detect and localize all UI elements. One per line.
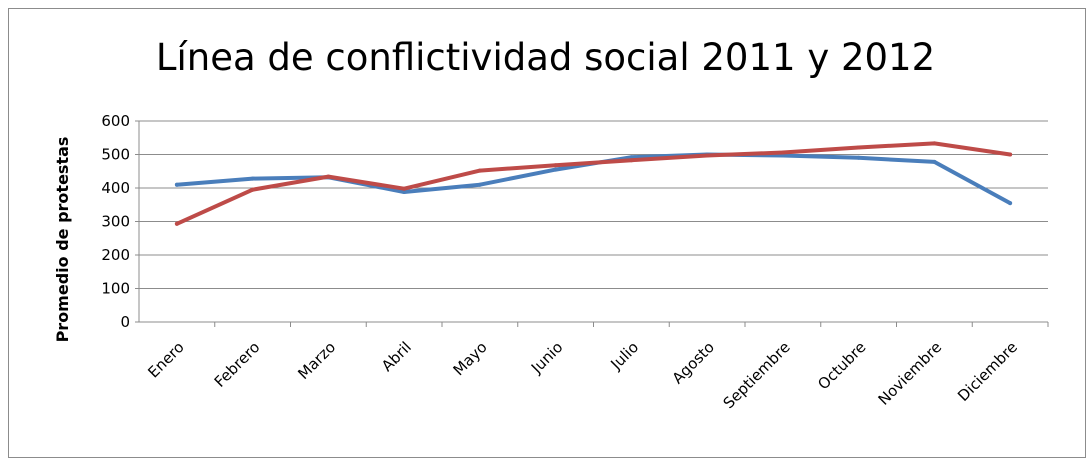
- x-tick-label: Febrero: [211, 338, 264, 391]
- x-tick-label: Marzo: [294, 338, 339, 383]
- series-1-point: [174, 182, 179, 187]
- y-axis-label: Promedio de protestas: [53, 137, 72, 343]
- series-1-point: [553, 167, 558, 172]
- x-tick-label: Octubre: [814, 338, 869, 393]
- series-2-point: [932, 141, 937, 146]
- y-tick-label: 100: [101, 280, 130, 298]
- x-tick-label: Agosto: [669, 338, 718, 387]
- y-tick-label: 200: [101, 246, 130, 264]
- chart-title: Línea de conflictividad social 2011 y 20…: [155, 36, 936, 79]
- y-tick-label: 600: [101, 112, 130, 130]
- x-tick-label: Junio: [527, 338, 566, 377]
- y-tick-label: 0: [120, 313, 130, 331]
- x-tick-label: Julio: [607, 338, 643, 374]
- x-tick-label: Enero: [144, 338, 187, 381]
- series-1-point: [402, 190, 407, 194]
- series-1-point: [856, 155, 861, 160]
- y-tick-label: 400: [101, 179, 130, 197]
- series-line-2: [174, 141, 1013, 226]
- series-1-point: [932, 159, 937, 164]
- x-tick-label: Diciembre: [954, 338, 1021, 405]
- series-2-point: [402, 186, 407, 191]
- chart-frame: [8, 8, 1086, 458]
- series-2-point: [250, 187, 255, 192]
- x-tick-label: Abril: [378, 338, 415, 375]
- series-2-point: [1008, 152, 1013, 157]
- series-2-point: [326, 174, 331, 179]
- series-2-point: [477, 168, 482, 173]
- y-tick-label: 500: [101, 146, 130, 164]
- x-tick-label: Mayo: [450, 338, 491, 379]
- y-tick-label: 300: [101, 213, 130, 231]
- series-1-point: [477, 182, 482, 187]
- x-tick-label: Noviembre: [875, 338, 946, 409]
- series-2-point: [856, 145, 861, 150]
- series-2-point: [705, 153, 710, 158]
- series-1-point: [250, 176, 255, 181]
- series-2-point: [780, 150, 785, 155]
- series-2-point: [629, 158, 634, 163]
- series-2-point: [553, 163, 558, 168]
- series-1-point: [1008, 201, 1013, 206]
- x-tick-label: Septiembre: [720, 338, 794, 412]
- series-2-point: [174, 221, 179, 226]
